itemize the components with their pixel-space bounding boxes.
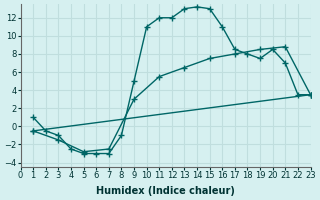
X-axis label: Humidex (Indice chaleur): Humidex (Indice chaleur)	[96, 186, 235, 196]
